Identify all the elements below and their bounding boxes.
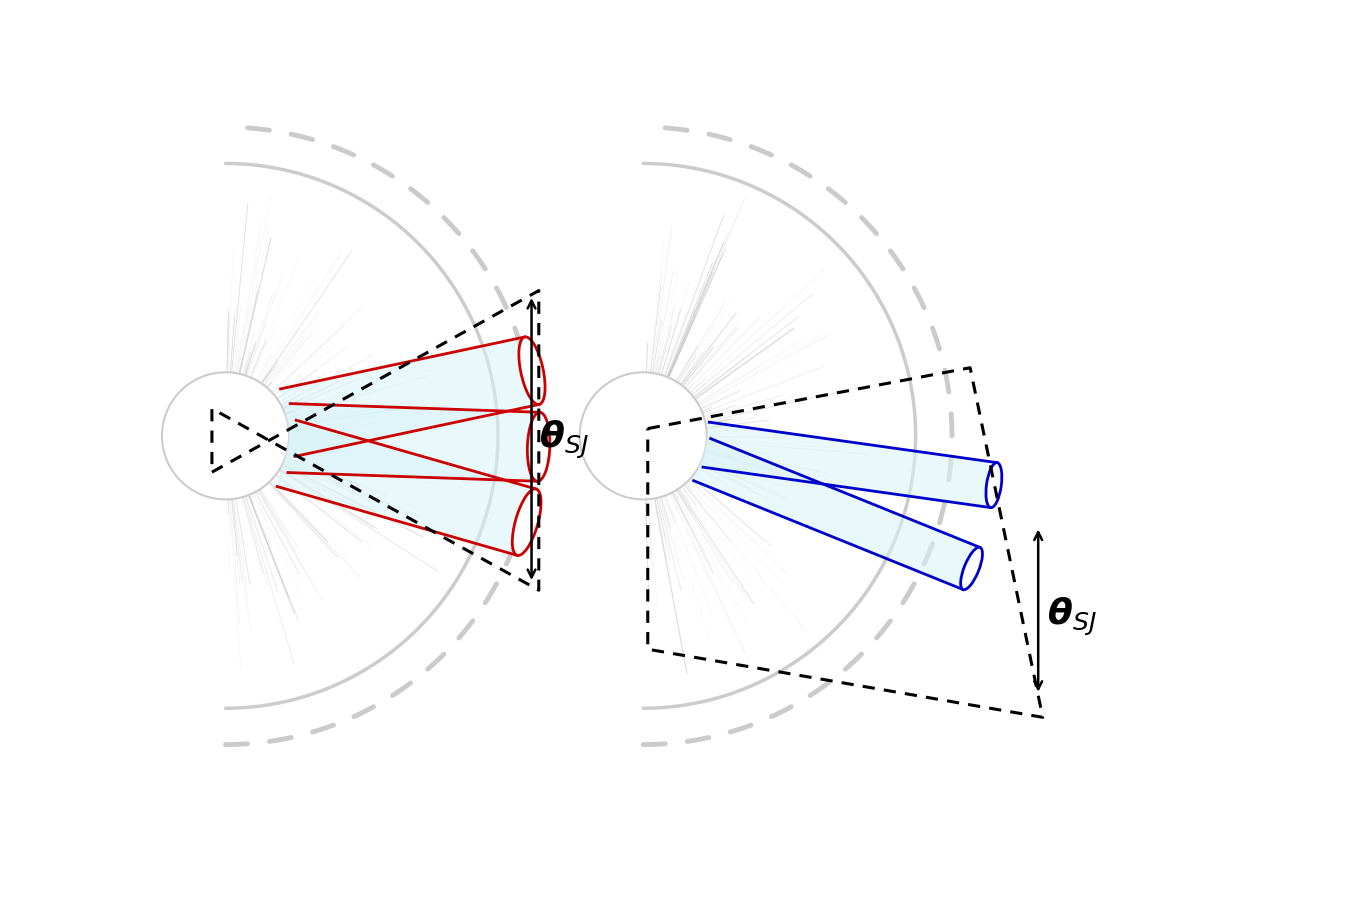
Polygon shape	[162, 372, 289, 499]
Polygon shape	[703, 422, 998, 508]
Ellipse shape	[512, 489, 541, 556]
Text: $\boldsymbol{\theta}_{SJ}$: $\boldsymbol{\theta}_{SJ}$	[539, 419, 589, 461]
Ellipse shape	[986, 462, 1002, 508]
Ellipse shape	[961, 548, 983, 589]
Polygon shape	[277, 420, 536, 556]
Ellipse shape	[518, 337, 545, 405]
Polygon shape	[694, 439, 980, 589]
Text: $\boldsymbol{\theta}_{SJ}$: $\boldsymbol{\theta}_{SJ}$	[1048, 597, 1098, 638]
Polygon shape	[579, 372, 707, 499]
Polygon shape	[281, 337, 539, 457]
Polygon shape	[288, 403, 540, 481]
Ellipse shape	[528, 412, 549, 481]
